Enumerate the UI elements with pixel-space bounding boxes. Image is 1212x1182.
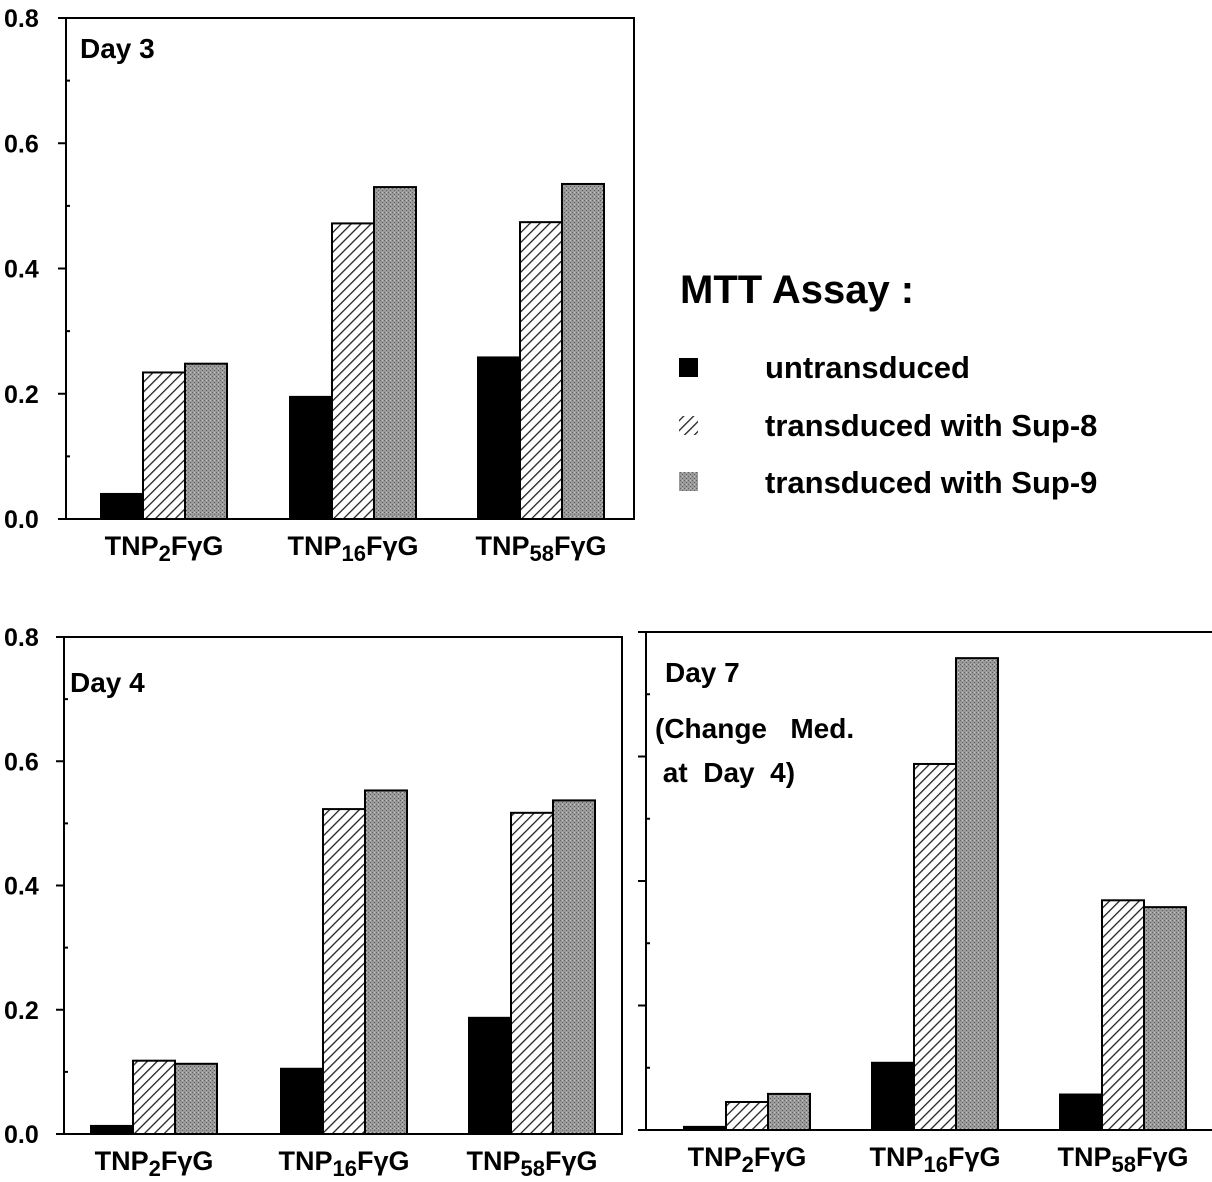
legend-swatch-sup-9 (679, 472, 698, 491)
x-tick-label: TNP58FγG (476, 531, 607, 566)
bar-sup-8-tnp2f-g (132, 1059, 176, 1136)
legend-title: MTT Assay : (680, 268, 914, 312)
bar-sup-9-tnp58f-g (1143, 906, 1187, 1132)
bar-sup-9-tnp16f-g (955, 657, 999, 1132)
y-tick-label: 0.8 (4, 5, 39, 33)
legend-label-untransduced: untransduced (765, 350, 970, 385)
y-tick-label: 0.8 (4, 624, 39, 652)
x-tick-label: TNP58FγG (467, 1146, 598, 1181)
chart-panel-day-4: Day 4 0.0 0.2 0.4 0.6 0.8 TNP2FγG TNP16FγG TNP5… (4, 624, 623, 1181)
y-tick-label: 0.6 (4, 130, 39, 158)
x-tick-label: TNP16FγG (279, 1146, 410, 1181)
panel-title-day-3: Day 3 (80, 33, 155, 64)
bar-sup-8-tnp2f-g (142, 371, 186, 520)
panel-subtitle-line-1: (Change Med. (655, 713, 854, 744)
bar-sup-8-tnp16f-g (913, 762, 957, 1131)
legend-swatch-untransduced (679, 358, 698, 377)
bar-sup-8-tnp16f-g (322, 808, 366, 1135)
x-tick-label: TNP16FγG (288, 531, 419, 566)
y-tick-label: 0.0 (4, 1121, 39, 1149)
x-tick-label: TNP58FγG (1058, 1142, 1189, 1177)
y-tick-label: 0.0 (4, 506, 39, 534)
x-tick-label: TNP16FγG (870, 1142, 1001, 1177)
legend-swatch-sup-8 (679, 416, 698, 435)
bar-untransduced-tnp58f-g (468, 1016, 512, 1135)
bar-untransduced-tnp2f-g (683, 1125, 727, 1131)
chart-panel-day-7: Day 7 (Change Med. at Day 4) TNP2FγG TNP1… (638, 631, 1212, 1177)
bar-untransduced-tnp2f-g (90, 1124, 134, 1135)
panel-title-day-7: Day 7 (665, 657, 740, 688)
panel-subtitle-line-2: at Day 4) (655, 757, 795, 788)
bar-sup-9-tnp58f-g (561, 182, 605, 521)
bar-sup-8-tnp58f-g (1101, 899, 1145, 1131)
bar-untransduced-tnp2f-g (100, 492, 144, 521)
bar-sup-9-tnp16f-g (364, 789, 408, 1135)
bar-sup-9-tnp2f-g (184, 362, 228, 520)
x-tick-label: TNP2FγG (95, 1146, 214, 1181)
bar-untransduced-tnp16f-g (289, 395, 333, 521)
bar-sup-9-tnp2f-g (767, 1092, 811, 1132)
bar-sup-9-tnp16f-g (373, 186, 417, 520)
chart-panel-day-3: Day 3 0.0 0.2 0.4 0.6 0.8 TNP2FγG TNP16FγG TNP5… (4, 5, 635, 566)
x-tick-label: TNP2FγG (688, 1142, 807, 1177)
bar-untransduced-tnp58f-g (477, 356, 521, 520)
y-tick-label: 0.6 (4, 748, 39, 776)
bar-sup-8-tnp2f-g (725, 1100, 769, 1132)
bar-sup-9-tnp2f-g (174, 1062, 218, 1135)
y-tick-label: 0.2 (4, 997, 39, 1025)
bar-untransduced-tnp16f-g (280, 1067, 324, 1136)
bar-untransduced-tnp16f-g (871, 1061, 915, 1132)
bar-untransduced-tnp58f-g (1059, 1093, 1103, 1131)
panel-title-day-4: Day 4 (70, 667, 145, 698)
legend: MTT Assay : untransduced transduced with… (679, 268, 1097, 500)
bar-sup-8-tnp16f-g (331, 222, 375, 520)
legend-label-sup-9: transduced with Sup-9 (765, 465, 1097, 500)
legend-label-sup-8: transduced with Sup-8 (765, 408, 1097, 443)
y-tick-label: 0.4 (4, 873, 39, 901)
x-tick-label: TNP2FγG (105, 531, 224, 566)
y-tick-label: 0.2 (4, 381, 39, 409)
y-tick-label: 0.4 (4, 256, 39, 284)
bar-sup-9-tnp58f-g (552, 799, 596, 1135)
bar-sup-8-tnp58f-g (510, 811, 554, 1135)
bar-sup-8-tnp58f-g (519, 221, 563, 520)
